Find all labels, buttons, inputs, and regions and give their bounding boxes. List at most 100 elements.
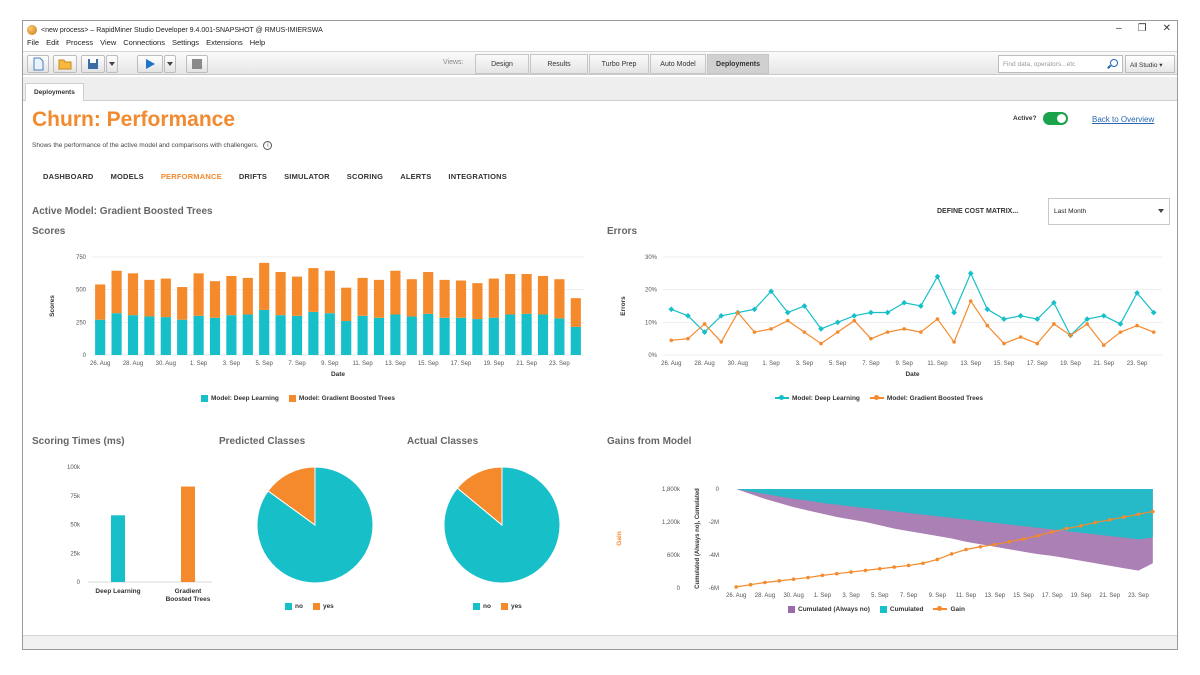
menu-process[interactable]: Process [66,37,94,47]
legend-item[interactable]: Model: Gradient Boosted Trees [869,395,983,402]
chevron-down-icon [167,62,173,66]
open-button[interactable] [53,55,77,73]
bar-gradient-boosted-trees [521,273,532,314]
x-tick-label: 9. Sep [321,361,339,367]
nav-simulator[interactable]: SIMULATOR [284,172,330,181]
point-gain [892,565,897,569]
bar-gradient-boosted-trees [127,273,139,316]
point-gain [1107,518,1112,522]
legend-item[interactable]: yes [312,603,334,610]
point-gain [1136,512,1141,517]
search-input[interactable]: Find data, operators...etc [998,55,1123,73]
view-tab-design[interactable]: Design [475,54,529,74]
studio-dropdown[interactable]: All Studio ▾ [1125,55,1175,73]
back-to-overview-link[interactable]: Back to Overview [1092,115,1155,124]
nav-dashboard[interactable]: DASHBOARD [43,172,94,181]
y-axis-title-gain: Gain [616,531,623,545]
new-process-button[interactable] [27,55,49,73]
minimize-button[interactable]: – [1116,23,1122,34]
legend-label: Cumulated (Always no) [798,606,870,614]
point-gradient-boosted-trees [736,310,740,315]
legend-item[interactable]: Model: Deep Learning [775,395,860,402]
x-tick-label: 17. Sep [1042,593,1063,599]
bar-gradient-boosted-trees [488,278,499,318]
define-cost-matrix-button[interactable]: DEFINE COST MATRIX... [937,208,1019,215]
bar-gradient-boosted-trees [505,273,516,315]
y-tick-label: 50k [70,523,81,529]
nav-integrations[interactable]: INTEGRATIONS [448,172,507,181]
x-axis-title: Date [331,371,345,378]
legend-item[interactable]: no [473,603,491,610]
nav-scoring[interactable]: SCORING [346,172,384,181]
maximize-button[interactable]: ❐ [1137,23,1147,34]
y-tick-label-gain: 1,200k [662,520,681,526]
y-tick-label-gain: 0 [677,586,681,592]
bar-deep-learning [472,319,483,355]
y-tick-label: 500 [76,288,87,294]
period-dropdown[interactable]: Last Month [1048,198,1170,225]
nav-performance[interactable]: PERFORMANCE [160,172,222,181]
legend-item[interactable]: no [285,603,303,610]
view-tab-deployments[interactable]: Deployments [707,54,769,74]
x-tick-label: 13. Sep [984,593,1005,599]
x-tick-label: 28. Aug [694,361,714,367]
point-deep-learning [1100,312,1107,319]
menu-edit[interactable]: Edit [46,37,60,47]
x-tick-label: 9. Sep [896,361,914,367]
menu-file[interactable]: File [27,37,40,47]
nav-models[interactable]: MODELS [110,172,144,181]
bar-gradient-boosted-trees [390,270,401,315]
x-tick-label: 26. Aug [661,361,681,367]
bar-deep-learning [423,313,434,355]
point-gain [791,577,796,581]
x-tick-label: 5. Sep [256,361,274,367]
pie-slice-yes [456,466,503,527]
point-gradient-boosted-trees [719,340,724,344]
point-gradient-boosted-trees [968,299,973,303]
point-deep-learning [685,312,691,319]
legend-item[interactable]: Cumulated [879,606,923,613]
save-button[interactable] [81,55,105,73]
x-tick-label: 17. Sep [1027,361,1048,367]
tab-deployments[interactable]: Deployments [25,83,84,101]
info-icon[interactable]: i [263,141,273,150]
run-menu-button[interactable] [164,55,176,73]
legend-item[interactable]: Gain [933,606,965,613]
point-gradient-boosted-trees [852,318,857,323]
active-toggle[interactable] [1043,112,1068,125]
view-tab-results[interactable]: Results [530,54,588,74]
menu-help[interactable]: Help [249,37,266,47]
y-tick-label: 0% [648,353,657,359]
point-gain [820,573,825,578]
menu-settings[interactable]: Settings [171,37,200,47]
search-icon[interactable] [1110,59,1118,67]
x-tick-label: 7. Sep [862,361,880,367]
legend-item[interactable]: Model: Gradient Boosted Trees [288,395,395,402]
view-tab-turbo-prep[interactable]: Turbo Prep [589,54,649,74]
nav-alerts[interactable]: ALERTS [400,172,432,181]
period-value: Last Month [1054,208,1087,215]
bar-deep-learning [488,317,499,355]
legend-item[interactable]: yes [500,603,522,610]
stop-button[interactable] [186,55,208,73]
x-tick-label: 17. Sep [451,361,472,367]
run-button[interactable] [137,55,163,73]
legend-item[interactable]: Cumulated (Always no) [788,606,870,613]
bar-deep-learning [357,315,368,355]
menu-view[interactable]: View [100,37,117,47]
bar-deep-learning [226,315,237,355]
close-button[interactable]: ✕ [1162,23,1171,34]
search-placeholder: Find data, operators...etc [1003,61,1076,68]
actual-classes-title: Actual Classes [407,436,479,447]
bar-deep-learning [537,314,549,355]
x-tick-label: 7. Sep [900,593,918,599]
point-deep-learning [818,326,824,332]
legend-item[interactable]: Model: Deep Learning [201,395,279,402]
y-tick-label-cumulated: -4M [709,553,719,559]
save-menu-button[interactable] [106,55,118,73]
nav-drifts[interactable]: DRIFTS [238,172,268,181]
menu-extensions[interactable]: Extensions [206,37,243,47]
view-tab-auto-model[interactable]: Auto Model [650,54,706,74]
menu-connections[interactable]: Connections [123,37,165,47]
point-gradient-boosted-trees [769,327,773,331]
